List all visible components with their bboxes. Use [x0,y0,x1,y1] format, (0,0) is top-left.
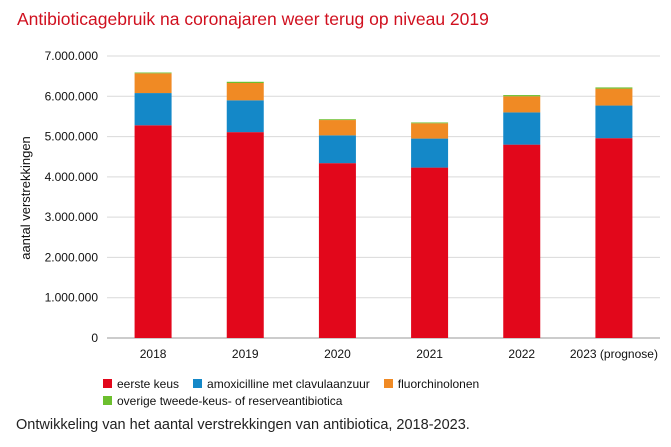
legend-swatch [383,379,393,388]
bar-segment [134,93,172,126]
bar-segment [134,125,172,338]
legend-label: overige tweede-keus- of reserveantibioti… [117,393,343,408]
x-axis-ticks: 2018 2019 2020 2021 2022 2023 (prognose) [140,347,658,361]
legend-swatch [193,379,203,388]
bar-segment [595,87,633,89]
bar-segment [318,119,356,121]
bar-segment [503,112,541,145]
x-tick-label: 2018 [140,347,167,361]
x-tick-label: 2022 [508,347,535,361]
legend-label: fluorchinolonen [397,376,480,391]
legend-row: eerste keus amoxicilline met clavulaanzuu… [103,375,493,392]
bar-segment [503,144,541,338]
gridlines [107,55,660,339]
legend-swatch [103,379,112,388]
x-tick-label: 2023 (prognose) [570,347,658,361]
y-axis-label: aantal verstrekkingen [18,136,33,260]
chart-title: Antibioticagebruik na coronajaren weer t… [17,9,489,29]
y-axis-ticks: 0 1.000.000 2.000.000 3.000.000 4.000.000 5.0… [45,49,99,345]
legend-swatch [103,396,112,405]
y-tick-label: 1.000.000 [45,291,99,305]
x-tick-label: 2020 [324,347,351,361]
y-tick-label: 2.000.000 [45,250,99,264]
legend: eerste keus amoxicilline met clavulaanzuu… [103,375,493,409]
bar-segment [226,81,264,83]
bar-segment [134,72,172,74]
bar-segment [411,122,449,124]
x-tick-label: 2021 [416,347,443,361]
bar-segment [134,73,172,94]
y-tick-label: 3.000.000 [45,210,99,224]
y-tick-label: 5.000.000 [45,130,99,144]
y-tick-label: 0 [91,331,98,345]
bar-segment [503,96,541,113]
bar-segment [226,82,264,101]
bar-segment [318,120,356,136]
legend-label: eerste keus [117,376,180,391]
legend-row: overige tweede-keus- of reserveantibioti… [103,392,493,409]
bar-segment [595,88,633,106]
y-tick-label: 7.000.000 [45,49,99,63]
bar-segment [411,123,449,139]
legend-item: fluorchinolonen [383,376,480,391]
bar-segment [226,132,264,338]
bar-segment [318,135,356,164]
legend-label: amoxicilline met clavulaanzuur [207,376,370,391]
bar-segment [595,105,633,139]
y-tick-label: 6.000.000 [45,89,99,103]
bar-segment [226,100,264,133]
x-tick-label: 2019 [232,347,259,361]
legend-item: overige tweede-keus- of reserveantibioti… [103,394,342,408]
bar-segment [595,138,633,338]
figure-caption: Ontwikkeling van het aantal verstrekking… [16,417,470,433]
bar-segment [318,163,356,338]
bars [134,72,633,338]
bar-segment [411,138,449,168]
stacked-bar-chart: 0 1.000.000 2.000.000 3.000.000 4.000.000 5.0… [18,49,660,361]
bar-segment [503,95,541,97]
bar-segment [411,167,449,338]
legend-item: eerste keus [103,377,179,391]
legend-item: amoxicilline met clavulaanzuur [193,377,370,391]
y-tick-label: 4.000.000 [45,170,99,184]
